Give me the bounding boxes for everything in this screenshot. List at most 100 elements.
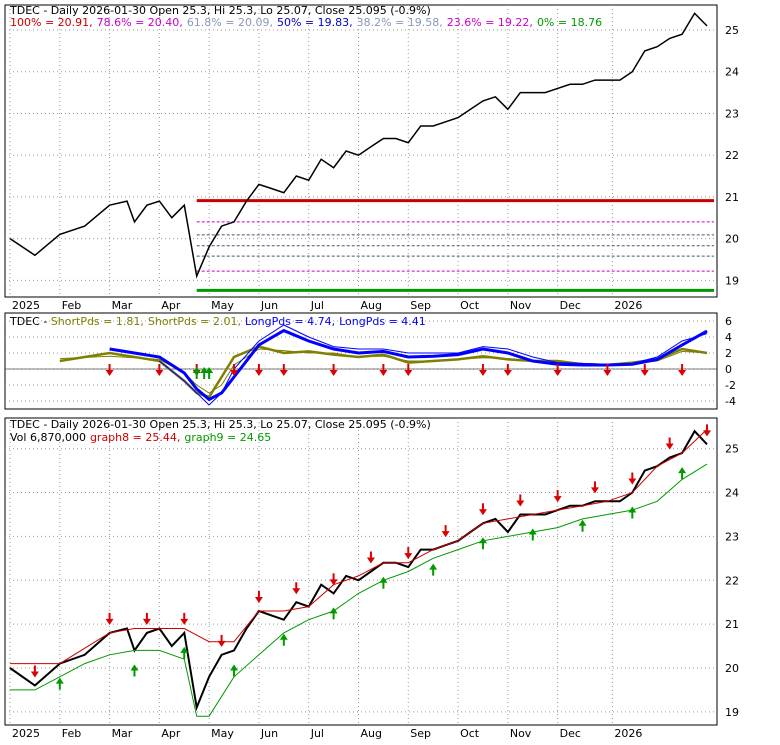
y-tick-label: 0 bbox=[725, 363, 732, 376]
y-tick-label: 19 bbox=[725, 706, 739, 719]
buy-arrow bbox=[429, 563, 438, 576]
y-tick-label: 22 bbox=[725, 574, 739, 587]
x-tick-label: May bbox=[211, 727, 234, 740]
legend-entry: 38.2% = 19.58, bbox=[357, 16, 443, 29]
y-tick-label: -2 bbox=[725, 379, 736, 392]
x-tick-label: Sep bbox=[410, 299, 431, 312]
x-tick-label: Nov bbox=[510, 299, 532, 312]
fib-layer bbox=[196, 199, 714, 292]
sell-arrow bbox=[329, 364, 338, 376]
buy-arrow bbox=[678, 467, 687, 480]
sell-arrow bbox=[404, 547, 413, 560]
sell-arrow bbox=[180, 612, 189, 625]
sell-arrow bbox=[478, 503, 487, 516]
y-tick-label: -4 bbox=[725, 395, 736, 408]
x-tick-label: Aug bbox=[361, 299, 382, 312]
buy-arrow bbox=[130, 664, 139, 677]
series-line-p3-graph8 bbox=[10, 429, 708, 665]
y-tick-label: 6 bbox=[725, 315, 732, 328]
sell-arrow bbox=[254, 364, 263, 376]
y-tick-label: 19 bbox=[725, 274, 739, 287]
legend-entry: graph9 = 24.65 bbox=[184, 431, 271, 444]
sell-arrow bbox=[30, 665, 39, 678]
fib-legend: 100% = 20.91, 78.6% = 20.40, 61.8% = 20.09… bbox=[10, 16, 602, 29]
legend-entry: ShortPds = 2.01, bbox=[148, 315, 241, 328]
legend-entry: 50% = 19.83, bbox=[277, 16, 353, 29]
sell-arrow bbox=[254, 590, 263, 603]
y-tick-label: 23 bbox=[725, 530, 739, 543]
x-tick-label: Mar bbox=[112, 299, 133, 312]
x-tick-label: Nov bbox=[510, 727, 532, 740]
panel2-legend: TDEC - ShortPds = 1.81, ShortPds = 2.01, L… bbox=[9, 315, 426, 328]
y-tick-label: 21 bbox=[725, 191, 739, 204]
y-tick-label: 22 bbox=[725, 149, 739, 162]
legend-entry: 23.6% = 19.22, bbox=[447, 16, 533, 29]
x-tick-label: Oct bbox=[460, 299, 480, 312]
buy-arrow bbox=[379, 576, 388, 589]
y-tick-label: 20 bbox=[725, 662, 739, 675]
legend-entry: 78.6% = 20.40, bbox=[97, 16, 183, 29]
sell-arrow bbox=[665, 437, 674, 450]
sell-arrow bbox=[703, 424, 711, 437]
price-panel-frame bbox=[4, 4, 718, 298]
sell-arrow bbox=[329, 573, 338, 586]
signal-panel-frame bbox=[4, 417, 718, 726]
sell-arrow bbox=[628, 472, 637, 485]
x-tick-label: Feb bbox=[62, 299, 81, 312]
y-tick-label: 21 bbox=[725, 618, 739, 631]
buy-arrow bbox=[192, 367, 201, 379]
x-tick-label: 2026 bbox=[614, 727, 642, 740]
x-tick-label: Jun bbox=[260, 299, 278, 312]
sell-arrow bbox=[217, 634, 226, 647]
x-tick-label: Jul bbox=[310, 299, 324, 312]
y-tick-label: 2 bbox=[725, 347, 732, 360]
buy-arrow bbox=[478, 537, 487, 550]
sell-arrow bbox=[292, 582, 301, 595]
x-tick-label: Aug bbox=[361, 727, 382, 740]
x-tick-label: May bbox=[211, 299, 234, 312]
symbol-label: TDEC - bbox=[9, 315, 51, 328]
buy-arrow bbox=[279, 633, 288, 646]
x-tick-label: Apr bbox=[161, 727, 181, 740]
x-tick-label: Sep bbox=[410, 727, 431, 740]
buy-arrow bbox=[230, 664, 239, 677]
sell-arrow bbox=[155, 364, 164, 376]
x-tick-label: Mar bbox=[112, 727, 133, 740]
legend-entry: LongPds = 4.41 bbox=[339, 315, 426, 328]
legend-entry: 100% = 20.91, bbox=[10, 16, 93, 29]
y-tick-label: 20 bbox=[725, 233, 739, 246]
buy-arrow bbox=[180, 646, 189, 659]
panel3-legend: Vol 6,870,000 graph8 = 25.44, graph9 = 24.… bbox=[10, 431, 271, 444]
legend-entry: ShortPds = 1.81, bbox=[51, 315, 144, 328]
series-line-p2-LongPds bbox=[109, 328, 708, 402]
sell-arrow bbox=[503, 364, 512, 376]
x-tick-label: Feb bbox=[62, 727, 81, 740]
y-tick-label: 23 bbox=[725, 107, 739, 120]
sell-arrow bbox=[516, 494, 525, 507]
sell-arrow bbox=[279, 364, 288, 376]
sell-arrow bbox=[230, 364, 239, 376]
series-layer bbox=[9, 12, 708, 717]
sell-arrow bbox=[142, 612, 151, 625]
sell-arrow bbox=[379, 364, 388, 376]
buy-arrow bbox=[329, 607, 338, 620]
sell-arrow bbox=[678, 364, 687, 376]
x-tick-label: Jul bbox=[310, 727, 324, 740]
x-tick-label: 2026 bbox=[614, 299, 642, 312]
sell-arrow bbox=[553, 364, 562, 376]
panel1-title: TDEC - Daily 2026-01-30 Open 25.3, Hi 25… bbox=[9, 4, 431, 17]
buy-arrow bbox=[200, 367, 209, 379]
buy-arrow bbox=[55, 677, 64, 690]
sell-arrow bbox=[590, 481, 599, 494]
sell-arrow bbox=[105, 364, 114, 376]
y-tick-label: 24 bbox=[725, 487, 739, 500]
y-tick-label: 25 bbox=[725, 24, 739, 37]
sell-arrow bbox=[105, 612, 114, 625]
buy-arrow bbox=[528, 528, 537, 541]
y-tick-label: 24 bbox=[725, 66, 739, 79]
legend-entry: Vol 6,870,000 bbox=[10, 431, 86, 444]
x-tick-label: Jun bbox=[260, 727, 278, 740]
x-tick-label: Apr bbox=[161, 299, 181, 312]
